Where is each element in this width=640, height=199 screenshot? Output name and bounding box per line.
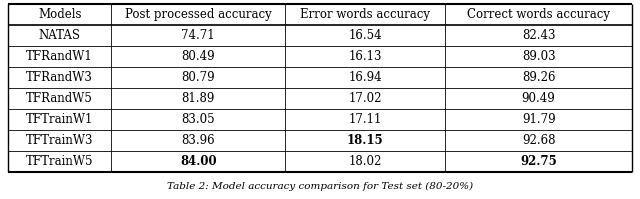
Text: 17.02: 17.02 xyxy=(348,92,382,105)
Text: Post processed accuracy: Post processed accuracy xyxy=(125,8,271,21)
Text: 92.68: 92.68 xyxy=(522,134,556,147)
Text: 74.71: 74.71 xyxy=(181,29,215,42)
Text: 80.49: 80.49 xyxy=(181,50,215,63)
Text: Models: Models xyxy=(38,8,81,21)
Text: 91.79: 91.79 xyxy=(522,113,556,126)
Text: TFRandW5: TFRandW5 xyxy=(26,92,93,105)
Text: 90.49: 90.49 xyxy=(522,92,556,105)
Text: Correct words accuracy: Correct words accuracy xyxy=(467,8,610,21)
Text: 92.75: 92.75 xyxy=(520,155,557,168)
Text: NATAS: NATAS xyxy=(39,29,81,42)
Text: 16.94: 16.94 xyxy=(348,71,382,84)
Text: 16.54: 16.54 xyxy=(348,29,382,42)
Text: TFRandW3: TFRandW3 xyxy=(26,71,93,84)
Text: 83.96: 83.96 xyxy=(181,134,215,147)
Text: 18.15: 18.15 xyxy=(347,134,383,147)
Text: 16.13: 16.13 xyxy=(348,50,382,63)
Text: TFTrainW1: TFTrainW1 xyxy=(26,113,93,126)
Text: Table 2: Model accuracy comparison for Test set (80-20%): Table 2: Model accuracy comparison for T… xyxy=(167,182,473,191)
Text: TFTrainW3: TFTrainW3 xyxy=(26,134,93,147)
Text: 82.43: 82.43 xyxy=(522,29,556,42)
Text: 84.00: 84.00 xyxy=(180,155,216,168)
Text: 17.11: 17.11 xyxy=(348,113,381,126)
Text: TFTrainW5: TFTrainW5 xyxy=(26,155,93,168)
Text: 89.03: 89.03 xyxy=(522,50,556,63)
Text: 18.02: 18.02 xyxy=(348,155,381,168)
Text: 80.79: 80.79 xyxy=(181,71,215,84)
Text: Error words accuracy: Error words accuracy xyxy=(300,8,430,21)
Text: 81.89: 81.89 xyxy=(182,92,215,105)
Text: TFRandW1: TFRandW1 xyxy=(26,50,93,63)
Text: 89.26: 89.26 xyxy=(522,71,556,84)
Text: 83.05: 83.05 xyxy=(181,113,215,126)
